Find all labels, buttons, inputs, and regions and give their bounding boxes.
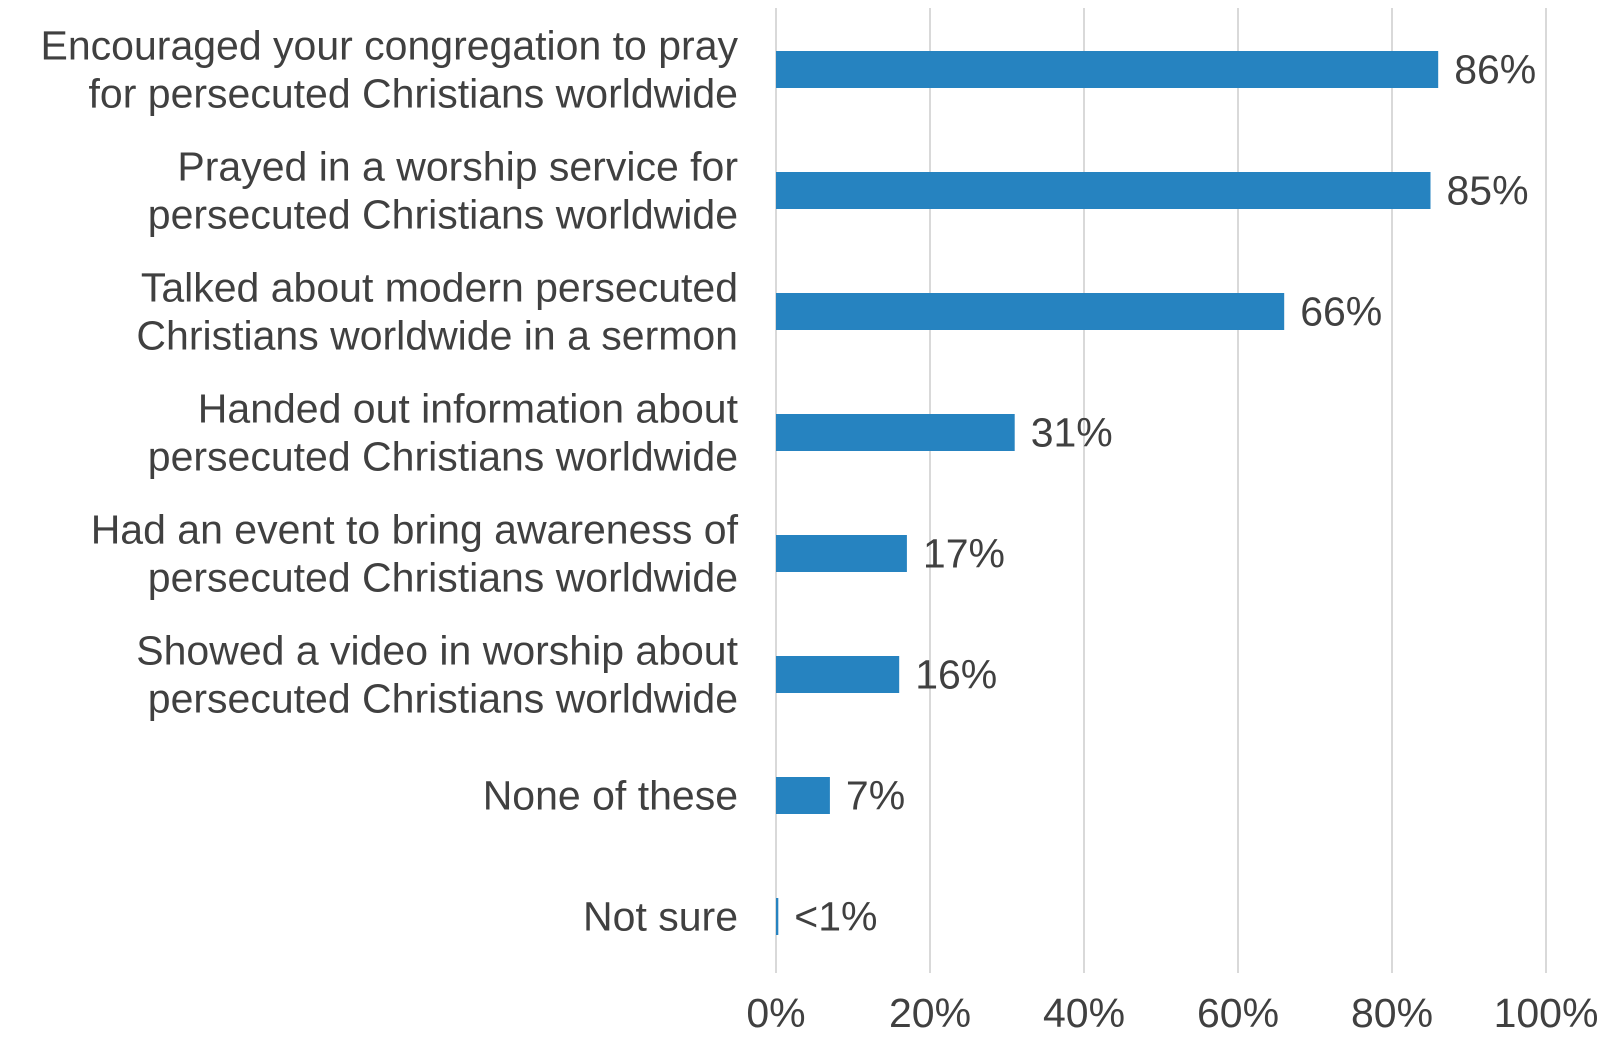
value-label: 86% xyxy=(1454,47,1536,93)
category-label: Had an event to bring awareness ofpersec… xyxy=(91,507,739,601)
x-tick-label: 80% xyxy=(1351,990,1433,1036)
category-label: Encouraged your congregation to prayfor … xyxy=(41,23,739,117)
category-labels: Encouraged your congregation to prayfor … xyxy=(41,23,739,940)
category-label: None of these xyxy=(483,773,738,819)
value-label: 66% xyxy=(1300,289,1382,335)
category-label: Showed a video in worship aboutpersecute… xyxy=(136,628,738,722)
bar xyxy=(776,535,907,572)
category-label: Talked about modern persecutedChristians… xyxy=(136,265,738,359)
category-label-line: Talked about modern persecuted xyxy=(141,265,738,311)
category-label-line: Not sure xyxy=(583,894,738,940)
bar xyxy=(776,414,1015,451)
category-label-line: persecuted Christians worldwide xyxy=(148,555,738,601)
value-label: 85% xyxy=(1447,168,1529,214)
category-label-line: Had an event to bring awareness of xyxy=(91,507,739,553)
category-label-line: Encouraged your congregation to pray xyxy=(41,23,739,69)
category-label-line: persecuted Christians worldwide xyxy=(148,192,738,238)
bar xyxy=(776,777,830,814)
category-label-line: persecuted Christians worldwide xyxy=(148,676,738,722)
value-label: 17% xyxy=(923,531,1005,577)
category-label-line: for persecuted Christians worldwide xyxy=(89,71,738,117)
x-tick-label: 60% xyxy=(1197,990,1279,1036)
x-tick-label: 20% xyxy=(889,990,971,1036)
category-label-line: persecuted Christians worldwide xyxy=(148,434,738,480)
x-tick-label: 40% xyxy=(1043,990,1125,1036)
bar xyxy=(776,172,1431,209)
value-label: 7% xyxy=(846,773,905,819)
category-label-line: Showed a video in worship about xyxy=(136,628,738,674)
value-label: 16% xyxy=(915,652,997,698)
bars xyxy=(776,51,1439,935)
x-tick-label: 100% xyxy=(1494,990,1599,1036)
bar xyxy=(776,293,1285,330)
value-label: 31% xyxy=(1031,410,1113,456)
category-label: Prayed in a worship service forpersecute… xyxy=(148,144,738,238)
category-label-line: None of these xyxy=(483,773,738,819)
bar xyxy=(776,898,779,935)
value-labels: 86% 85% 66% 31% 17% 16% 7% <1% xyxy=(794,47,1536,940)
x-tick-label: 0% xyxy=(746,990,805,1036)
category-label-line: Christians worldwide in a sermon xyxy=(136,313,738,359)
category-label-line: Prayed in a worship service for xyxy=(177,144,738,190)
category-label-line: Handed out information about xyxy=(198,386,739,432)
value-label: <1% xyxy=(794,894,877,940)
bar xyxy=(776,656,900,693)
x-axis-tick-labels: 0% 20% 40% 60% 80% 100% xyxy=(746,990,1598,1036)
gridlines xyxy=(775,8,1547,973)
category-label: Not sure xyxy=(583,894,738,940)
bar xyxy=(776,51,1439,88)
